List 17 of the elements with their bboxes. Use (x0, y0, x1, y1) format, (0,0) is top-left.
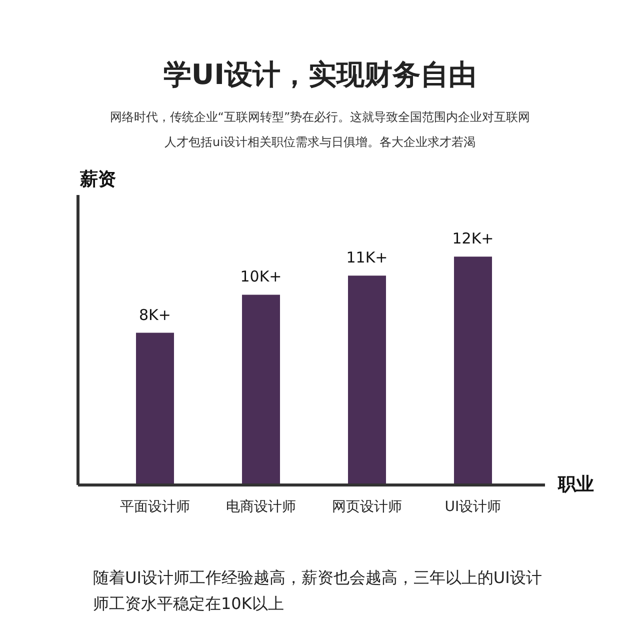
data-label: 8K+ (139, 306, 171, 324)
data-label: 10K+ (240, 268, 282, 286)
text: 随着UI设计师工作经验越高，薪资也会越高，三年以上的UI设计师工资水平稳定在10K以上 (93, 568, 542, 613)
chart-title: 学UI设计，实现财务自由 (163, 58, 477, 91)
x-axis-title: 职业 (558, 474, 594, 495)
data-label: 12K+ (452, 230, 494, 248)
x-tick-label: UI设计师 (444, 498, 502, 515)
x-tick-label: 电商设计师 (226, 498, 296, 515)
chart-subtitle: 网络时代，传统企业“互联网转型”势在必行。这就导致全国范围内企业对互联网人才包括ui设计相关职位需求与日俱增。各大企业求才若渴 (110, 110, 530, 149)
data-label: 11K+ (346, 248, 388, 267)
y-axis-title: 薪资 (80, 169, 116, 190)
bar (242, 294, 280, 485)
x-tick-label: 网页设计师 (332, 498, 402, 515)
bar (454, 256, 492, 485)
bar (136, 332, 174, 485)
x-tick-label: 平面设计师 (120, 498, 190, 515)
bar (348, 276, 386, 485)
